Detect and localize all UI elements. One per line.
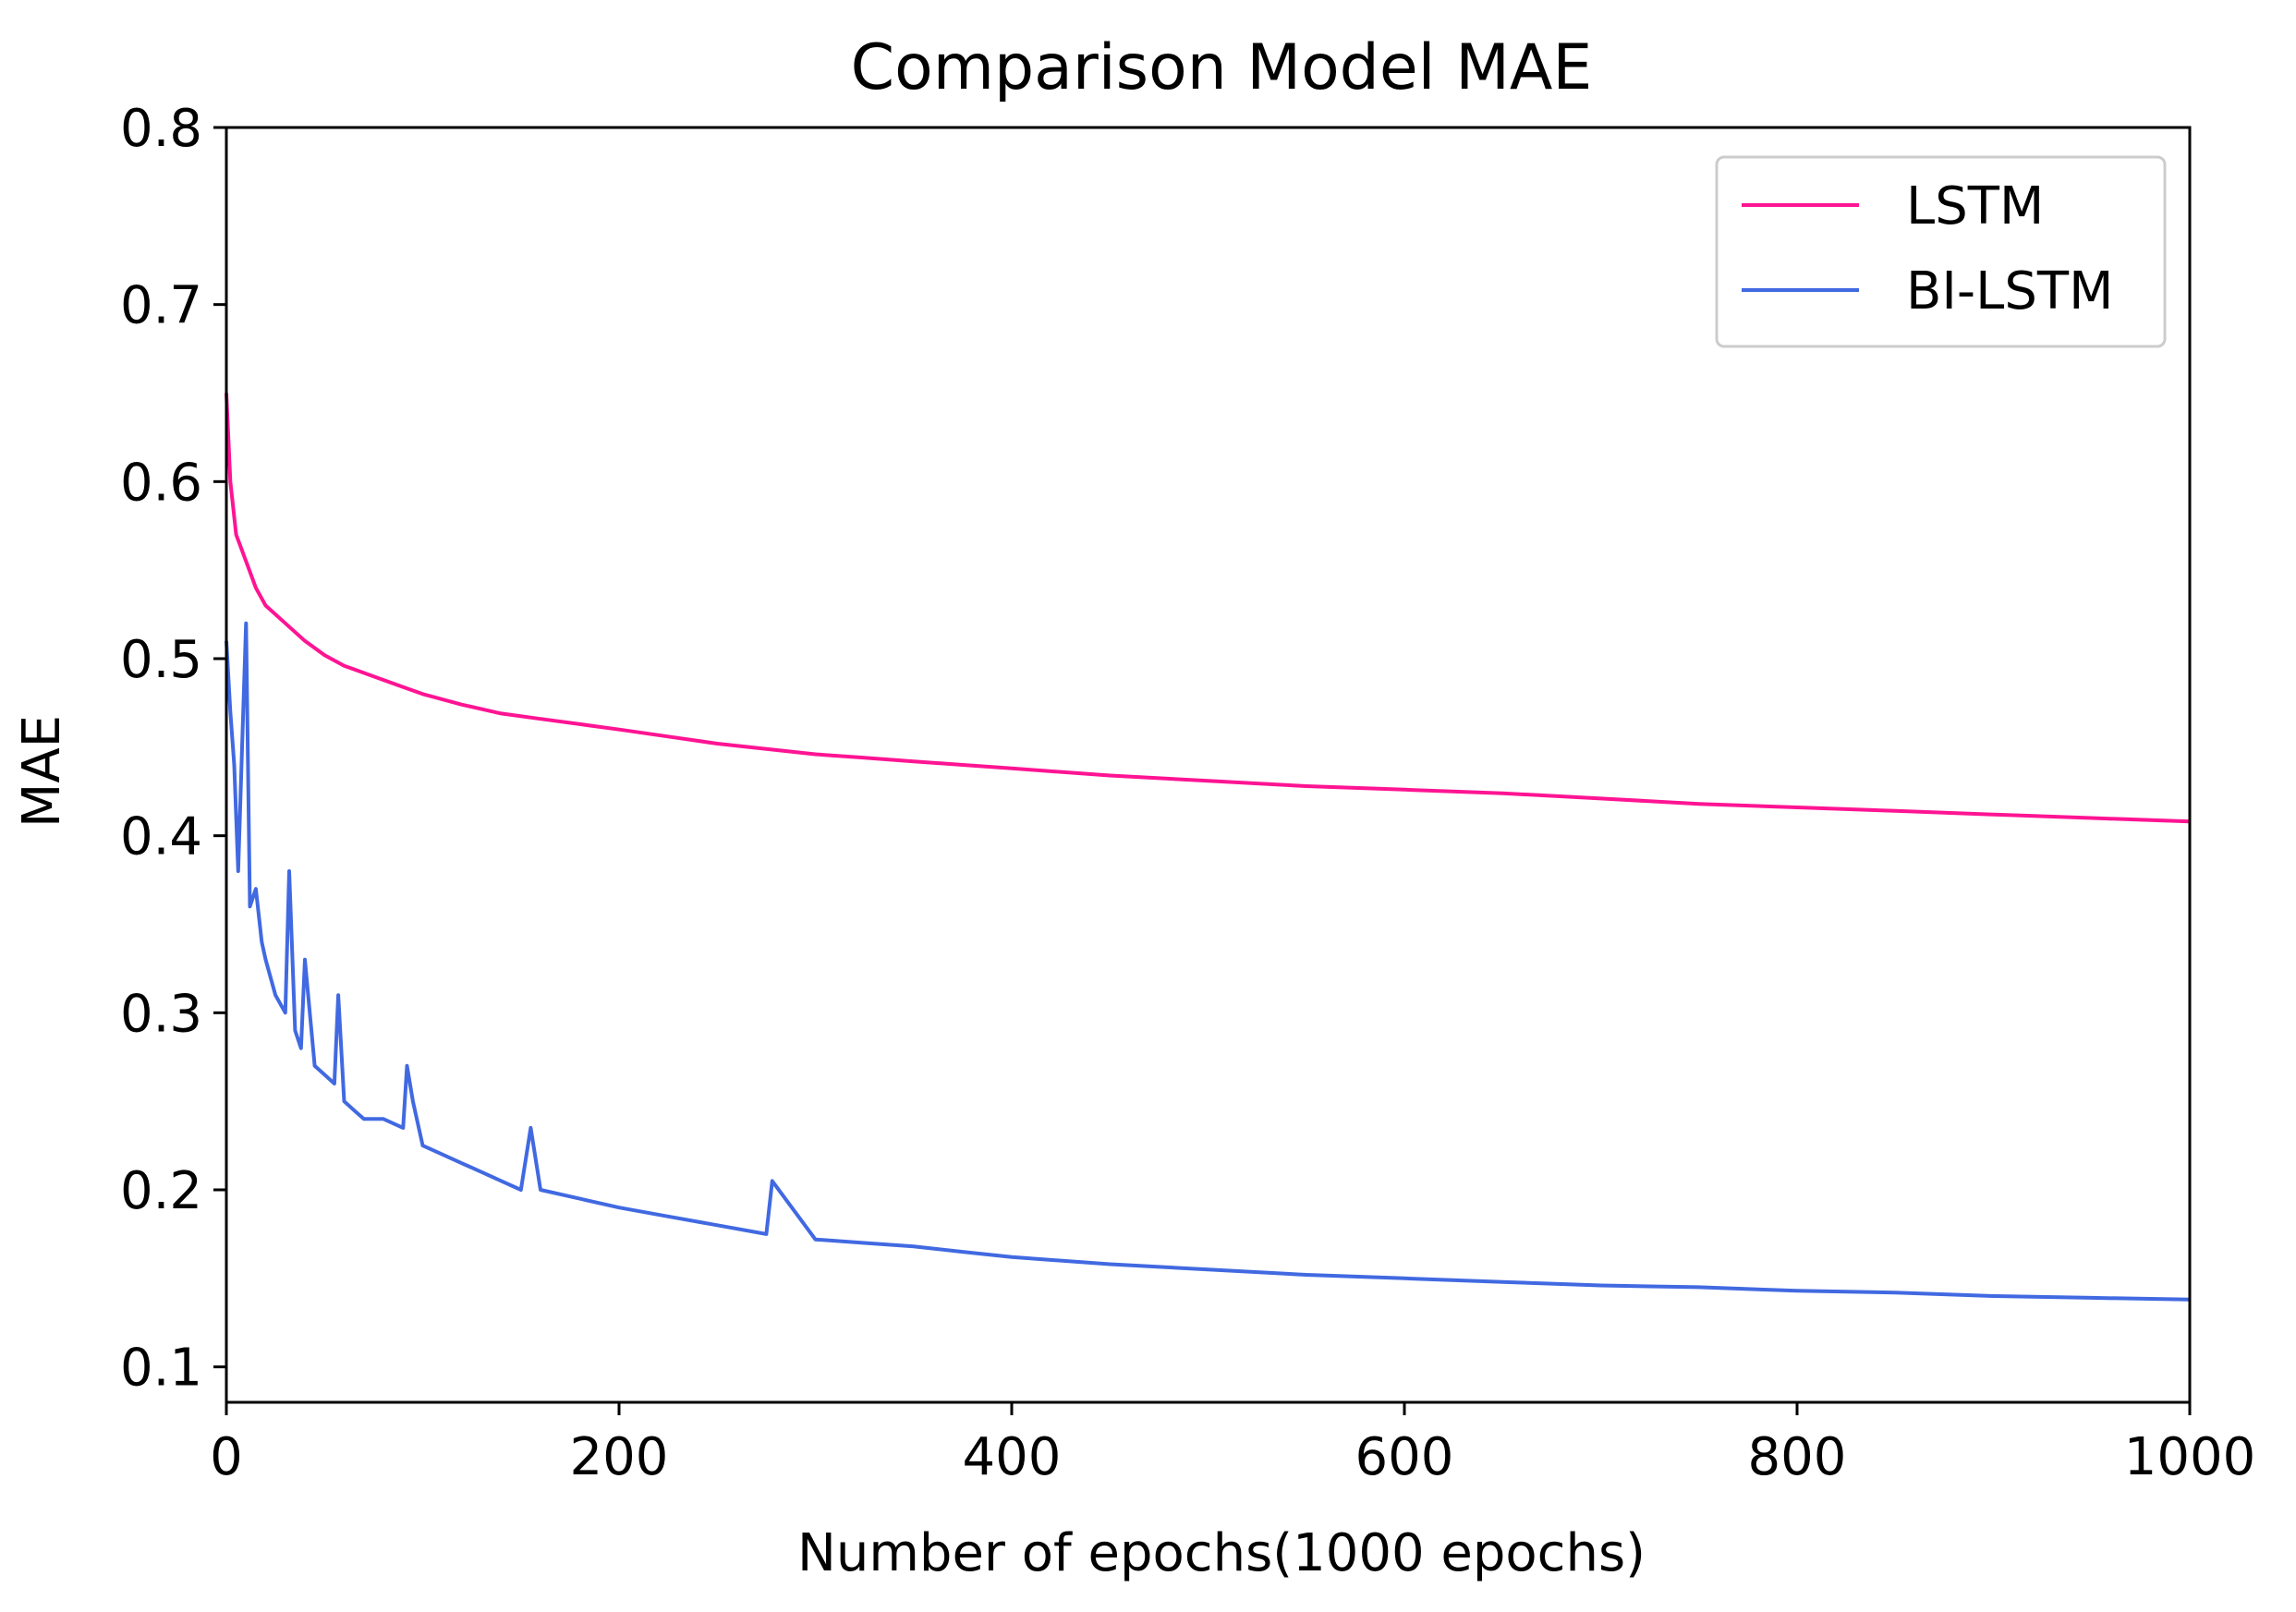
y-tick-label: 0.7 xyxy=(120,276,202,336)
legend-label-bi-lstm: BI-LSTM xyxy=(1906,261,2113,321)
y-tick-label: 0.2 xyxy=(120,1161,202,1221)
series-line-lstm xyxy=(225,393,2191,824)
x-tick-label: 200 xyxy=(570,1427,669,1487)
y-tick-label: 0.6 xyxy=(120,453,202,513)
series-line-bi-lstm xyxy=(225,621,2191,1302)
plot-area xyxy=(225,393,2191,1302)
x-tick-label: 400 xyxy=(963,1427,1062,1487)
x-tick-label: 600 xyxy=(1355,1427,1454,1487)
x-tick-label: 0 xyxy=(210,1427,243,1487)
x-axis: 0 200 400 600 800 1000 xyxy=(210,1402,2255,1487)
y-tick-label: 0.1 xyxy=(120,1339,202,1399)
x-tick-label: 800 xyxy=(1748,1427,1847,1487)
x-tick-label: 1000 xyxy=(2124,1427,2256,1487)
y-axis-label: MAE xyxy=(12,715,72,828)
legend-label-lstm: LSTM xyxy=(1906,176,2044,236)
x-axis-label: Number of epochs(1000 epochs) xyxy=(797,1523,1646,1583)
chart-title: Comparison Model MAE xyxy=(851,31,1593,104)
y-axis: 0.1 0.2 0.3 0.4 0.5 0.6 0.7 0.8 xyxy=(120,99,226,1399)
legend: LSTM BI-LSTM xyxy=(1715,155,2167,348)
y-tick-label: 0.5 xyxy=(120,630,202,690)
plot-frame xyxy=(225,126,2192,1404)
y-tick-label: 0.3 xyxy=(120,984,202,1044)
y-tick-label: 0.8 xyxy=(120,99,202,159)
y-tick-label: 0.4 xyxy=(120,807,202,867)
